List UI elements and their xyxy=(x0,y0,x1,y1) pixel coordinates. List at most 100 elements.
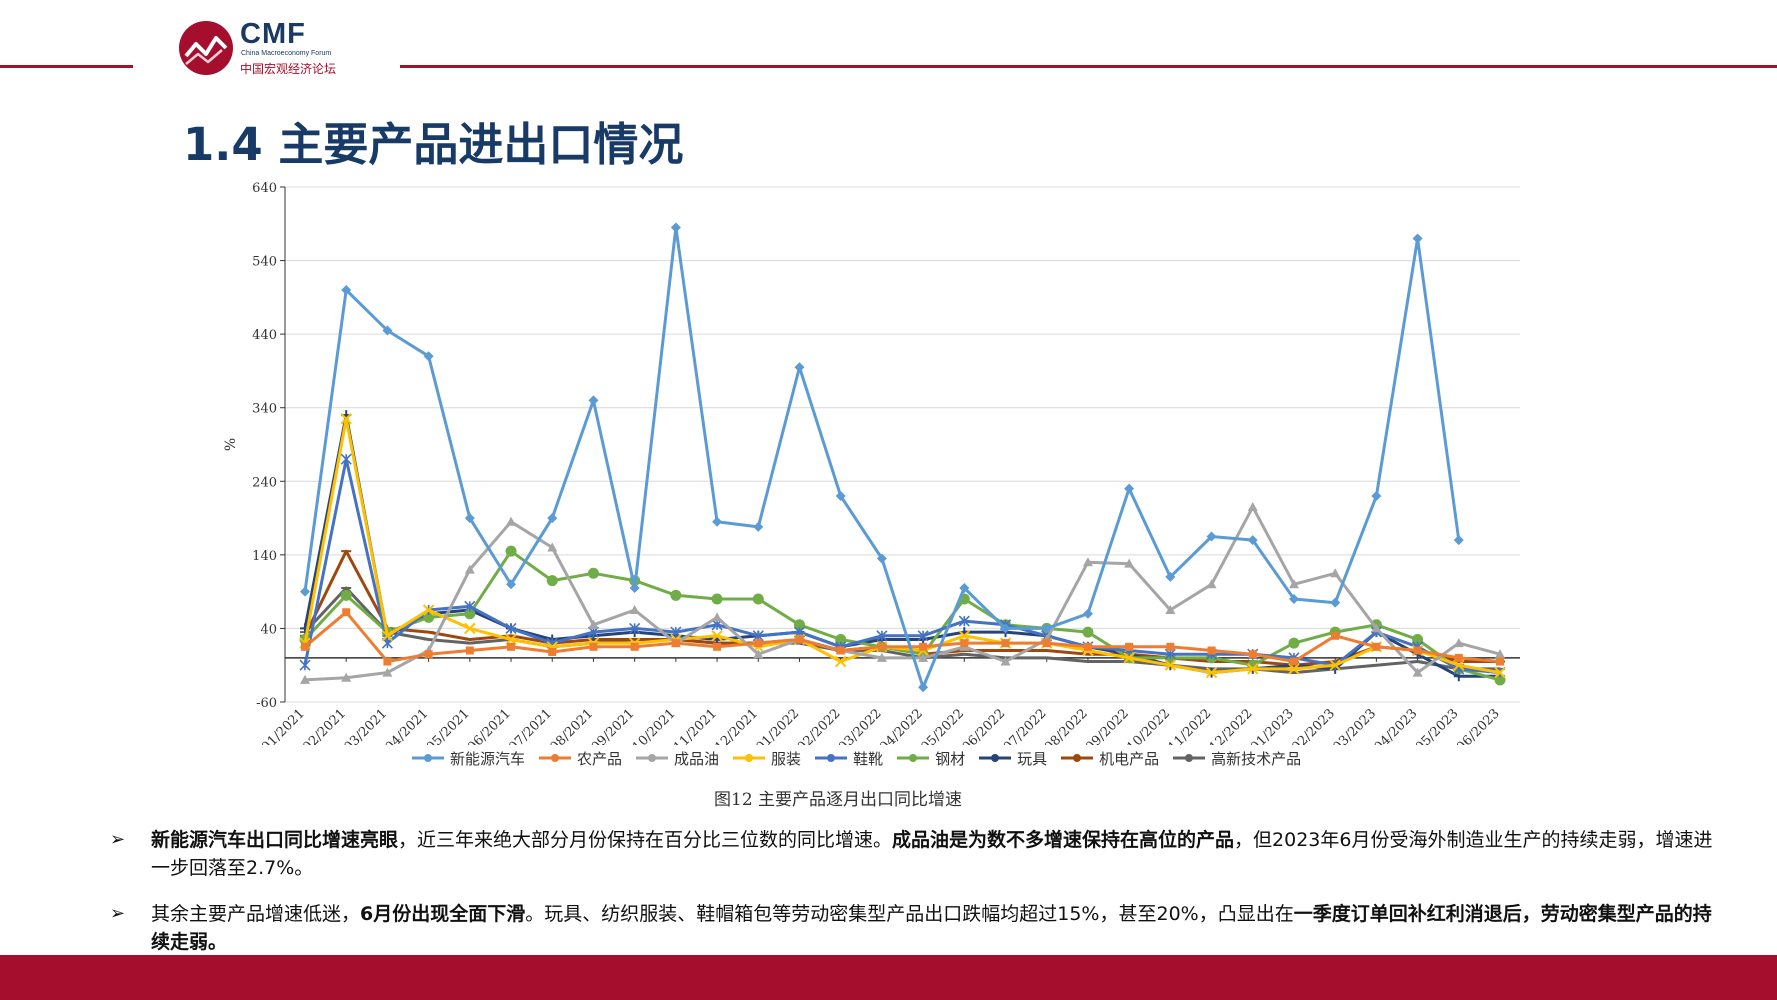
data-point xyxy=(299,659,311,671)
data-point xyxy=(1329,659,1341,671)
data-point xyxy=(1042,639,1051,648)
data-point xyxy=(1082,557,1093,567)
data-point xyxy=(960,639,969,648)
legend-item: 鞋靴 xyxy=(813,748,883,769)
x-tick-label: 05/2021 xyxy=(424,706,473,745)
legend-item: 新能源汽车 xyxy=(410,748,525,769)
data-point xyxy=(383,657,392,666)
footer-bar xyxy=(0,955,1777,1000)
data-point xyxy=(795,635,804,644)
data-point xyxy=(1247,535,1258,546)
data-point xyxy=(506,516,517,526)
data-point xyxy=(1412,633,1424,645)
chart-caption: 图12 主要产品逐月出口同比增速 xyxy=(714,790,963,810)
arrow-bullet-icon: ➢ xyxy=(110,903,126,924)
data-point xyxy=(1331,631,1340,640)
bullet-emphasis: 新能源汽车出口同比增速亮眼 xyxy=(151,829,399,851)
data-point xyxy=(713,642,722,651)
x-tick-label: 08/2021 xyxy=(547,706,596,745)
y-tick-label: 440 xyxy=(252,328,277,343)
data-point xyxy=(1082,608,1093,619)
y-tick-label: -60 xyxy=(256,696,277,711)
legend-label: 高新技术产品 xyxy=(1211,749,1302,768)
bullet-emphasis: 6月份出现全面下滑 xyxy=(360,903,526,925)
legend-swatch-icon xyxy=(733,754,766,762)
legend-item: 机电产品 xyxy=(1059,748,1159,769)
data-point xyxy=(835,491,846,501)
data-point xyxy=(1495,649,1505,659)
legend-label: 农产品 xyxy=(577,749,623,768)
header-rule-left xyxy=(0,65,133,68)
data-point xyxy=(835,633,847,645)
x-tick-label: 01/2021 xyxy=(259,706,308,745)
data-point xyxy=(1123,652,1135,664)
series-line xyxy=(303,226,1461,689)
data-point xyxy=(754,639,763,648)
data-point xyxy=(958,615,970,627)
legend-label: 新能源汽车 xyxy=(450,749,526,768)
logo-mark-icon xyxy=(179,21,233,75)
data-point xyxy=(1207,646,1216,655)
data-point xyxy=(1041,623,1052,634)
x-tick-label: 06/2021 xyxy=(465,706,514,745)
data-point xyxy=(587,626,600,638)
bullet-emphasis: 一季度订单回补红利消退后，劳动密集型产品的持续走弱。 xyxy=(151,903,1712,953)
data-point xyxy=(381,630,394,642)
series-line xyxy=(303,549,1501,682)
data-point xyxy=(1248,650,1257,659)
data-point xyxy=(1165,605,1176,615)
data-point xyxy=(959,582,970,593)
bullet-text: 其余主要产品增速低迷，6月份出现全面下滑。玩具、纺织服装、鞋帽箱包等劳动密集型产… xyxy=(151,900,1721,956)
legend-item: 高新技术产品 xyxy=(1171,748,1301,769)
data-point xyxy=(958,630,971,642)
data-point xyxy=(1494,674,1506,686)
data-point xyxy=(1247,502,1258,512)
x-tick-label: 07/2022 xyxy=(1001,706,1050,745)
data-point xyxy=(752,593,764,605)
data-point xyxy=(1412,233,1423,244)
data-point xyxy=(1496,657,1504,666)
data-point xyxy=(630,642,639,651)
x-tick-label: 01/2022 xyxy=(754,706,803,745)
x-tick-label: 10/2021 xyxy=(630,706,679,745)
cmf-logo: CMF China Macroeconomy Forum 中国宏观经济论坛 xyxy=(178,18,378,78)
data-point xyxy=(301,642,309,651)
slide-title: 1.4 主要产品进出口情况 xyxy=(183,118,684,171)
data-point xyxy=(1124,558,1135,568)
data-point xyxy=(342,608,351,617)
legend-item: 服装 xyxy=(731,748,801,769)
data-point xyxy=(753,521,764,532)
legend-label: 服装 xyxy=(771,749,802,768)
data-point xyxy=(876,553,887,564)
data-point xyxy=(1164,648,1176,660)
data-point xyxy=(1001,639,1010,648)
data-point xyxy=(424,650,433,659)
bullet-span: ，但2023年6月份受海外制造业生产的持续走弱，增速进一步回落至2.7%。 xyxy=(151,829,1713,879)
data-point xyxy=(1288,594,1299,604)
legend-item: 成品油 xyxy=(634,748,719,769)
data-point xyxy=(629,605,640,615)
series-line xyxy=(303,417,1501,675)
line-chart: -6040140240340440540640%01/202102/202103… xyxy=(223,181,1520,745)
data-point xyxy=(836,646,845,655)
data-point xyxy=(1205,666,1218,679)
data-point xyxy=(1166,642,1175,651)
y-tick-label: 540 xyxy=(252,255,277,270)
data-point xyxy=(1000,656,1011,666)
data-point xyxy=(548,647,557,656)
data-point xyxy=(300,586,310,597)
data-point xyxy=(917,630,929,642)
data-point xyxy=(423,611,435,623)
bullet-span: 。玩具、纺织服装、鞋帽箱包等劳动密集型产品出口跌幅均超过15%，甚至20%，凸显… xyxy=(525,903,1294,925)
data-point xyxy=(546,575,558,587)
series-line xyxy=(303,586,1500,675)
legend-swatch-icon xyxy=(636,754,669,762)
data-point xyxy=(1289,657,1298,666)
data-point xyxy=(918,682,929,693)
x-tick-label: 03/2021 xyxy=(341,706,390,745)
data-point xyxy=(341,672,352,682)
x-tick-label: 11/2022 xyxy=(1166,706,1215,745)
legend-label: 机电产品 xyxy=(1099,749,1160,768)
data-point xyxy=(382,325,393,336)
data-point xyxy=(300,674,310,684)
